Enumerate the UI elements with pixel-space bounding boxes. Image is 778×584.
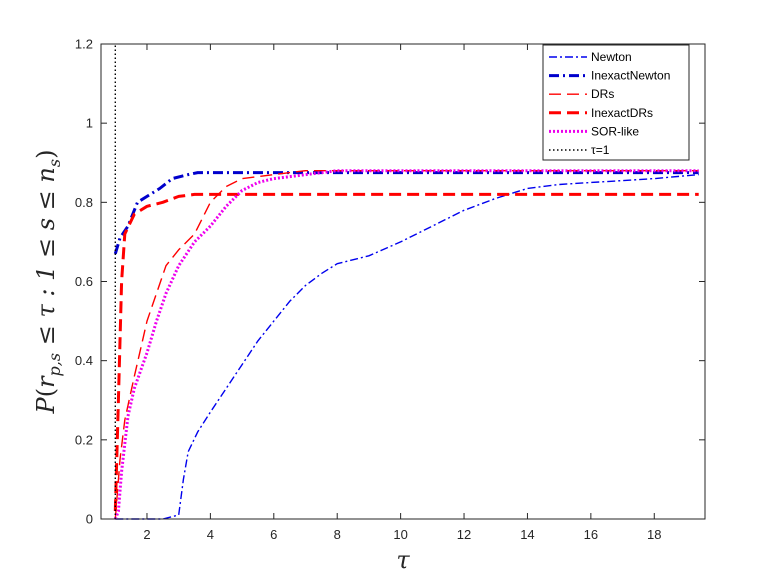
series-line-5 xyxy=(113,169,699,520)
y-tick-label: 1.2 xyxy=(75,37,93,52)
legend-box xyxy=(542,44,690,161)
series-line-3 xyxy=(114,169,699,520)
series-layer xyxy=(113,44,699,520)
y-tick-label: 0.6 xyxy=(75,274,93,289)
x-tick-label: 6 xyxy=(270,527,277,542)
x-tick-label: 4 xyxy=(207,527,214,542)
legend-label-1: Newton xyxy=(591,50,632,64)
x-tick-label: 10 xyxy=(393,527,407,542)
series-line-1 xyxy=(115,173,699,520)
x-tick-label: 16 xyxy=(584,527,598,542)
x-tick-label: 8 xyxy=(334,527,341,542)
y-axis-label-part: ( xyxy=(32,388,60,397)
ticks-layer: 2 4 6 8 10 12 14 16 18 0 0.2 0.4 0.6 0.8 1 1.2 xyxy=(75,37,705,542)
y-tick-label: 0.4 xyxy=(75,353,93,368)
x-axis-label: τ xyxy=(396,546,410,574)
y-axis-label-part: p,s xyxy=(45,353,64,377)
legend-label-5: SOR-like xyxy=(591,124,639,138)
y-axis-label-part: s xyxy=(45,159,64,167)
x-tick-label: 12 xyxy=(457,527,471,542)
legend-label-4: InexactDRs xyxy=(591,106,653,120)
y-axis-label: P(rp,s ≤ τ : 1 ≤ s ≤ ns) xyxy=(32,150,64,415)
legend-label-2: InexactNewton xyxy=(591,69,670,83)
y-tick-label: 0.2 xyxy=(75,432,93,447)
x-tick-label: 18 xyxy=(647,527,661,542)
y-axis-label-part: P xyxy=(32,396,60,414)
series-line-4 xyxy=(113,192,699,512)
y-axis-label-part: ) xyxy=(32,150,60,159)
y-tick-label: 0.8 xyxy=(75,195,93,210)
legend: Newton InexactNewton DRs InexactDRs SOR-like… xyxy=(542,44,690,161)
y-tick-label: 1 xyxy=(86,116,93,131)
y-tick-label: 0 xyxy=(86,512,93,527)
y-axis-label-part: ≤ τ : 1 ≤ s ≤ n xyxy=(32,167,60,353)
x-tick-label: 14 xyxy=(520,527,534,542)
legend-label-3: DRs xyxy=(591,87,614,101)
y-axis-label-part: r xyxy=(32,375,60,388)
legend-label-6: τ=1 xyxy=(591,143,610,157)
x-tick-label: 2 xyxy=(143,527,150,542)
